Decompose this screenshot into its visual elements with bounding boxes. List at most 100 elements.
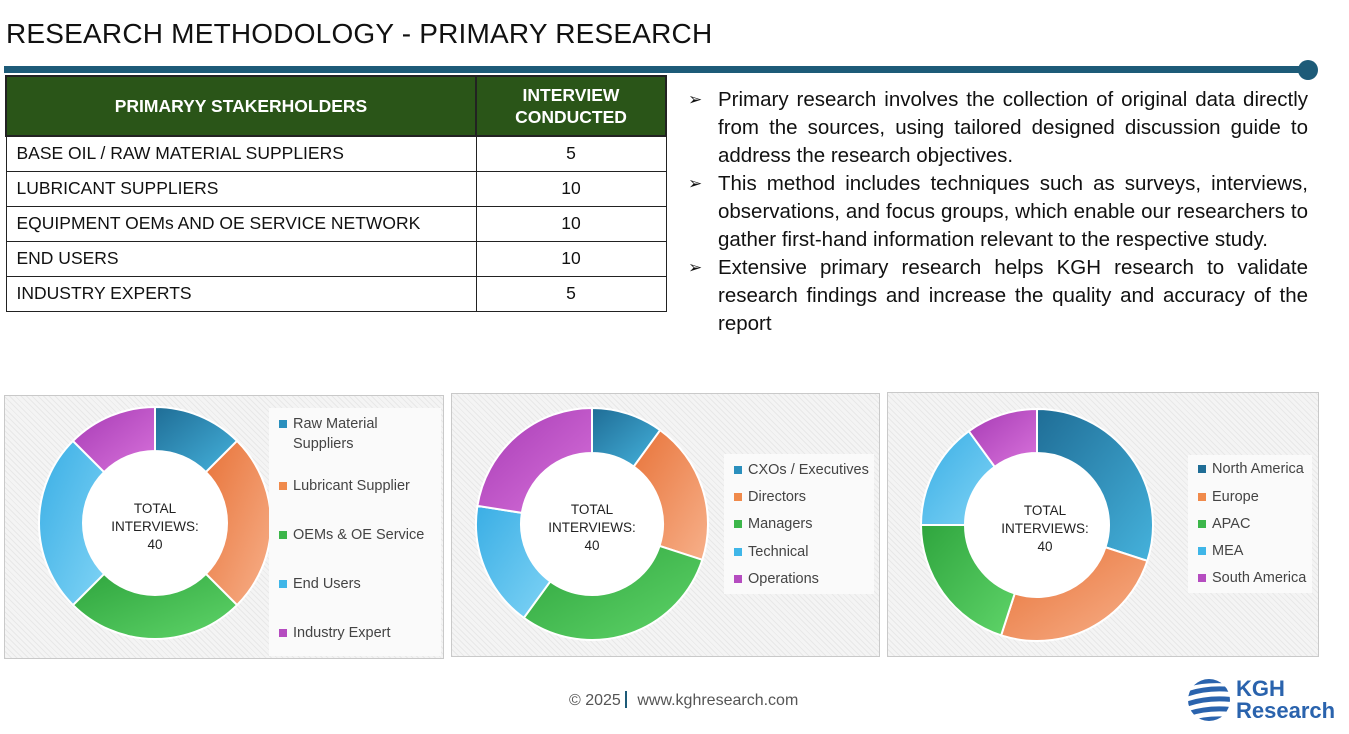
center-label-line: INTERVIEWS:	[1001, 521, 1089, 536]
chart-panel-stakeholders: TOTAL INTERVIEWS: 40 Raw Material Suppli…	[4, 395, 444, 659]
legend-item: OEMs & OE Service	[279, 525, 424, 545]
legend-item: APAC	[1198, 514, 1250, 534]
table-row: END USERS 10	[5, 240, 667, 277]
table-cell-stakeholder: EQUIPMENT OEMs AND OE SERVICE NETWORK	[5, 205, 477, 242]
legend-label: MEA	[1212, 543, 1244, 559]
footer-url[interactable]: www.kghresearch.com	[637, 692, 799, 709]
table-cell-count: 5	[475, 135, 667, 172]
table-row: BASE OIL / RAW MATERIAL SUPPLIERS 5	[5, 135, 667, 172]
legend-swatch	[734, 520, 742, 528]
donut-chart-stakeholders	[38, 405, 272, 640]
legend-swatch	[734, 466, 742, 474]
center-label-line: INTERVIEWS:	[548, 520, 636, 535]
legend-item: Lubricant Supplier	[279, 476, 410, 496]
bullet-text: This method includes techniques such as …	[718, 172, 1308, 251]
arrow-bullet-icon: ➢	[688, 174, 703, 193]
table-cell-count: 10	[475, 205, 667, 242]
center-label-line: TOTAL	[570, 502, 614, 517]
legend-item: MEA	[1198, 541, 1243, 561]
legend-label: OEMs & OE Service	[293, 527, 425, 543]
table-header-stakeholders: PRIMARYY STAKERHOLDERS	[5, 75, 477, 137]
stakeholder-table: PRIMARYY STAKERHOLDERS INTERVIEW CONDUCT…	[5, 75, 667, 312]
bullet-item: ➢ This method includes techniques such a…	[688, 170, 1308, 254]
legend-item: Operations	[734, 569, 819, 589]
legend-label: CXOs / Executives	[748, 462, 869, 478]
legend-swatch	[279, 629, 287, 637]
legend-item: CXOs / Executives	[734, 460, 869, 480]
legend-swatch	[1198, 574, 1206, 582]
table-row: LUBRICANT SUPPLIERS 10	[5, 170, 667, 207]
bullet-list: ➢ Primary research involves the collecti…	[688, 86, 1308, 338]
table-row: INDUSTRY EXPERTS 5	[5, 275, 667, 312]
table-header-row: PRIMARYY STAKERHOLDERS INTERVIEW CONDUCT…	[5, 75, 667, 137]
legend-item: Directors	[734, 487, 806, 507]
legend-swatch	[1198, 465, 1206, 473]
globe-logo-icon	[1188, 679, 1230, 721]
donut-center-label: TOTAL INTERVIEWS: 40	[990, 502, 1100, 556]
center-label-line: INTERVIEWS:	[111, 519, 199, 534]
legend-label: Technical	[748, 544, 809, 560]
kgh-logo: KGH Research	[1186, 676, 1346, 724]
legend-swatch	[279, 420, 287, 428]
page-title: RESEARCH METHODOLOGY - PRIMARY RESEARCH	[6, 18, 713, 49]
donut-chart-region	[919, 407, 1154, 642]
legend-label: North America	[1212, 461, 1304, 477]
title-divider-dot	[1298, 60, 1318, 80]
table-header-interviews-label: INTERVIEW CONDUCTED	[515, 85, 627, 127]
legend-label: Industry Expert	[293, 625, 391, 641]
donut-hole	[965, 453, 1109, 597]
arrow-bullet-icon: ➢	[688, 90, 703, 109]
center-label-line: 40	[1037, 539, 1053, 554]
donut-hole	[521, 453, 663, 595]
legend-swatch	[1198, 520, 1206, 528]
chart-legend: CXOs / Executives Directors Managers Tec…	[724, 454, 874, 594]
bullet-text: Extensive primary research helps KGH res…	[718, 256, 1308, 335]
legend-swatch	[279, 482, 287, 490]
bullet-item: ➢ Primary research involves the collecti…	[688, 86, 1308, 170]
legend-item: Managers	[734, 514, 812, 534]
legend-swatch	[279, 531, 287, 539]
legend-swatch	[734, 548, 742, 556]
legend-label: Directors	[748, 489, 807, 505]
chart-legend: Raw Material Suppliers Lubricant Supplie…	[269, 408, 441, 656]
copyright-text: © 2025	[569, 692, 621, 709]
title-divider	[4, 66, 1306, 73]
legend-swatch	[734, 493, 742, 501]
legend-item: End Users	[279, 574, 361, 594]
logo-line: KGH	[1236, 676, 1285, 701]
legend-label: Europe	[1212, 489, 1259, 505]
legend-label: Managers	[748, 516, 813, 532]
center-label-line: 40	[584, 538, 600, 553]
table-cell-count: 5	[475, 275, 667, 312]
table-cell-stakeholder: INDUSTRY EXPERTS	[5, 275, 477, 312]
legend-label: APAC	[1212, 516, 1251, 532]
footer: © 2025 www.kghresearch.com	[569, 691, 798, 710]
legend-label: Raw Material Suppliers	[293, 416, 378, 452]
donut-center-label: TOTAL INTERVIEWS: 40	[537, 501, 647, 555]
arrow-bullet-icon: ➢	[688, 258, 703, 277]
table-header-interviews: INTERVIEW CONDUCTED	[475, 75, 667, 137]
legend-item: Technical	[734, 542, 808, 562]
legend-label: End Users	[293, 576, 361, 592]
table-cell-stakeholder: END USERS	[5, 240, 477, 277]
legend-swatch	[279, 580, 287, 588]
chart-panel-region: TOTAL INTERVIEWS: 40 North America Europ…	[887, 392, 1319, 657]
center-label-line: 40	[147, 537, 163, 552]
footer-separator	[624, 691, 628, 708]
legend-label: Operations	[748, 571, 819, 587]
legend-swatch	[734, 575, 742, 583]
legend-swatch	[1198, 493, 1206, 501]
logo-line: Research	[1236, 698, 1336, 723]
chart-panel-designation: TOTAL INTERVIEWS: 40 CXOs / Executives D…	[451, 393, 880, 657]
legend-item: Europe	[1198, 487, 1259, 507]
donut-chart-designation	[475, 406, 709, 641]
legend-item: Raw Material Suppliers	[279, 414, 413, 454]
center-label-line: TOTAL	[1023, 503, 1067, 518]
chart-legend: North America Europe APAC MEA South Amer…	[1188, 455, 1312, 593]
table-cell-stakeholder: BASE OIL / RAW MATERIAL SUPPLIERS	[5, 135, 477, 172]
legend-item: Industry Expert	[279, 623, 391, 643]
legend-label: Lubricant Supplier	[293, 478, 410, 494]
table-cell-count: 10	[475, 240, 667, 277]
center-label-line: TOTAL	[133, 501, 177, 516]
bullet-item: ➢ Extensive primary research helps KGH r…	[688, 254, 1308, 338]
